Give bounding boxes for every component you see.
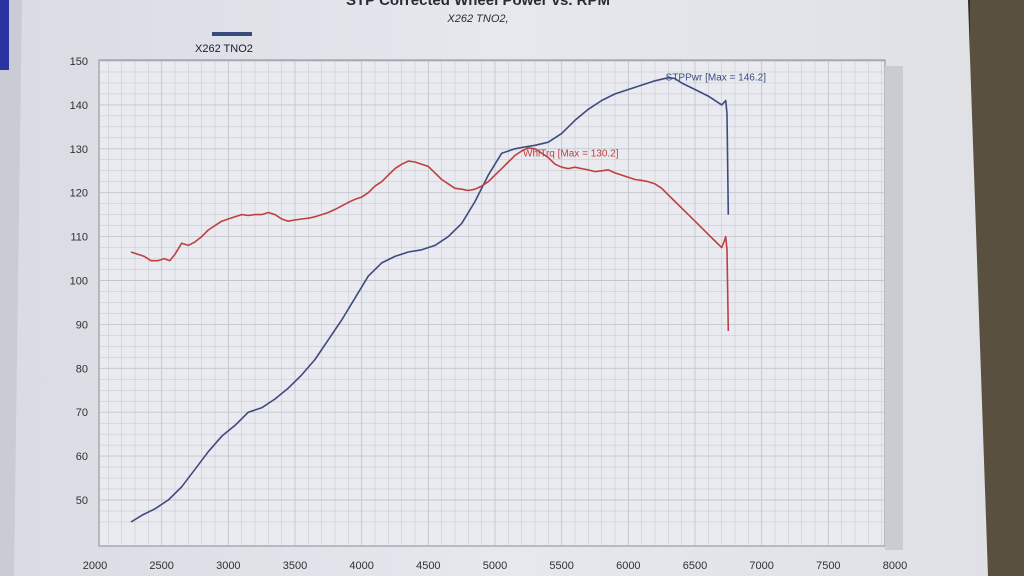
x-tick-label: 6500 <box>683 560 707 572</box>
y-tick-label: 70 <box>76 407 88 419</box>
y-tick-label: 150 <box>70 56 88 68</box>
x-tick-label: 7500 <box>816 560 840 572</box>
y-tick-label: 110 <box>70 232 88 244</box>
x-tick-label: 4500 <box>416 560 440 572</box>
x-tick-label: 2000 <box>83 560 107 572</box>
annotation-stppwr: STPPwr [Max = 146.2] <box>666 72 767 83</box>
legend: X262 TNO2 <box>195 32 253 55</box>
series-line-whltrq <box>130 147 730 332</box>
y-tick-label: 80 <box>76 363 88 375</box>
plot-shadow <box>885 66 903 550</box>
x-tick-label: 5000 <box>483 560 507 572</box>
series-line-stppwr <box>130 76 730 523</box>
y-tick-label: 130 <box>70 144 88 156</box>
legend-swatch <box>212 32 252 36</box>
blue-tab <box>0 0 9 70</box>
plot-area <box>98 59 886 547</box>
y-tick-label: 90 <box>76 319 88 331</box>
x-tick-label: 6000 <box>616 560 640 572</box>
x-tick-label: 4000 <box>349 560 373 572</box>
x-tick-label: 2500 <box>149 560 173 572</box>
y-tick-labels: 150 140 130 120 110 100 90 80 70 60 50 <box>70 56 88 507</box>
y-tick-label: 50 <box>76 495 88 507</box>
x-tick-label: 3000 <box>216 560 240 572</box>
chart-subtitle: X262 TNO2, <box>446 13 508 25</box>
y-tick-label: 120 <box>70 188 88 200</box>
x-tick-label: 3500 <box>283 560 307 572</box>
plot-series <box>130 76 730 523</box>
x-tick-labels: 2000 2500 3000 3500 4000 4500 5000 5500 6000 6500… <box>83 560 907 572</box>
y-tick-label: 100 <box>70 276 88 288</box>
x-tick-label: 5500 <box>549 560 573 572</box>
plot-grid <box>100 60 884 545</box>
annotations: STPPwr [Max = 146.2] WhlTrq [Max = 130.2] <box>523 72 766 159</box>
chart-title: STP Corrected Wheel Power vs. RPM <box>346 0 610 9</box>
legend-label: X262 TNO2 <box>195 43 253 55</box>
annotation-whltrq: WhlTrq [Max = 130.2] <box>523 149 619 160</box>
y-tick-label: 60 <box>76 451 88 463</box>
y-tick-label: 140 <box>70 100 88 112</box>
x-tick-label: 8000 <box>883 560 907 572</box>
x-tick-label: 7000 <box>749 560 773 572</box>
